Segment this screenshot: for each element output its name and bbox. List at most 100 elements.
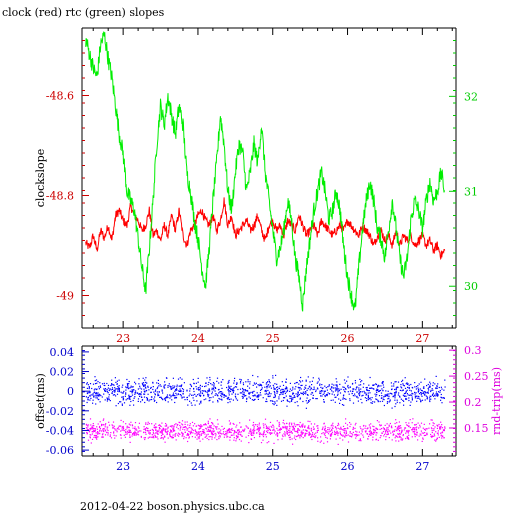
point (129, 396, 131, 398)
point (297, 432, 299, 434)
point (414, 393, 416, 395)
point (145, 377, 147, 379)
point (266, 393, 268, 395)
point (431, 388, 433, 390)
point (432, 393, 434, 395)
point (169, 429, 172, 431)
point (345, 398, 347, 400)
point (402, 399, 404, 401)
point (415, 395, 418, 397)
point (226, 430, 229, 432)
point (90, 394, 92, 396)
point (365, 392, 367, 394)
point (214, 390, 216, 392)
point (97, 436, 99, 438)
point (218, 432, 220, 434)
point (92, 399, 94, 401)
point (154, 399, 156, 402)
point (426, 391, 428, 394)
point (93, 436, 95, 438)
point (312, 397, 314, 399)
point (111, 383, 113, 385)
point (360, 388, 362, 390)
point (156, 430, 158, 432)
point (152, 436, 154, 438)
point (126, 431, 128, 433)
point (265, 391, 267, 393)
point (85, 396, 87, 398)
point (252, 391, 254, 393)
point (239, 392, 241, 394)
point (254, 398, 256, 400)
point (89, 399, 91, 401)
point (355, 433, 357, 435)
point (153, 433, 155, 435)
point (233, 423, 235, 425)
point (307, 426, 309, 428)
point (211, 389, 213, 391)
point (150, 386, 152, 389)
point (199, 426, 201, 428)
point (284, 390, 286, 392)
point (300, 431, 302, 433)
point (167, 437, 169, 439)
point (156, 401, 158, 404)
point (98, 395, 100, 397)
point (242, 387, 244, 390)
point (284, 431, 286, 433)
point (378, 385, 380, 387)
point (135, 434, 137, 436)
point (139, 385, 141, 387)
point (439, 426, 441, 428)
point (361, 395, 363, 397)
point (432, 435, 434, 437)
point (292, 397, 294, 399)
point (337, 427, 339, 429)
point (104, 434, 107, 436)
point (405, 422, 407, 424)
point (136, 429, 138, 431)
point (308, 431, 310, 433)
point (407, 424, 409, 427)
point (375, 432, 377, 434)
point (415, 392, 417, 394)
point (238, 429, 240, 431)
point (248, 392, 250, 394)
point (150, 387, 152, 389)
point (289, 431, 291, 434)
point (167, 401, 169, 403)
point (309, 433, 311, 435)
point (296, 435, 298, 437)
point (283, 423, 285, 425)
point (318, 377, 320, 379)
point (425, 392, 427, 394)
point (223, 434, 225, 436)
point (88, 392, 90, 394)
point (224, 434, 226, 436)
point (99, 386, 102, 388)
point (97, 431, 99, 433)
point (153, 398, 155, 400)
point (223, 436, 225, 438)
point (362, 434, 364, 436)
point (96, 382, 98, 384)
point (132, 433, 134, 435)
point (99, 421, 101, 423)
point (394, 395, 396, 397)
point (128, 429, 130, 431)
point (107, 432, 109, 434)
point (151, 428, 153, 431)
point (408, 387, 410, 389)
point (286, 400, 288, 402)
point (347, 376, 349, 378)
point (258, 428, 260, 430)
point (129, 398, 131, 400)
point (396, 427, 398, 429)
point (140, 388, 143, 390)
point (401, 387, 403, 389)
point (282, 392, 284, 394)
point (329, 434, 331, 436)
point (415, 386, 418, 388)
point (430, 419, 432, 421)
point (421, 432, 423, 434)
